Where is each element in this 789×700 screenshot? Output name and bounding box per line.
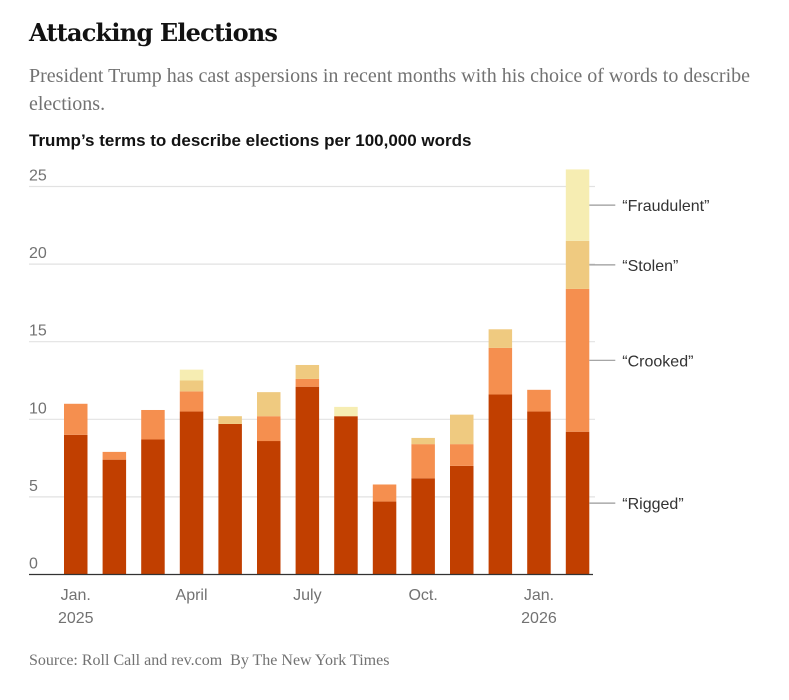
bar-segment-rigged (334, 416, 358, 575)
bar-segment-crooked (565, 288, 590, 432)
bar-stack (179, 369, 204, 575)
legend-label: “Rigged” (622, 496, 683, 513)
bar-segment-rigged (295, 386, 320, 575)
bar-stack (411, 437, 435, 575)
bar-stack (527, 389, 551, 575)
bar-stack (565, 169, 590, 575)
source-note: Source: Roll Call and rev.com By The New … (29, 652, 397, 670)
bar-segment-rigged (372, 501, 397, 575)
bar-segment-crooked (411, 444, 435, 479)
y-tick-label: 0 (29, 556, 38, 573)
bar-stack (141, 409, 165, 575)
x-tick-label: Jan. (61, 587, 91, 604)
bar-stack (102, 451, 127, 575)
bar-segment-rigged (488, 394, 513, 575)
y-tick-label: 5 (29, 478, 38, 495)
bar-segment-stolen (488, 329, 513, 348)
legend-label: “Crooked” (622, 353, 693, 370)
bar-segment-rigged (450, 465, 474, 575)
bar-segment-rigged (411, 478, 435, 575)
bar-segment-crooked (295, 378, 320, 387)
bar-segment-crooked (64, 403, 88, 435)
bar-segment-crooked (257, 416, 281, 442)
bar-stack (218, 416, 242, 575)
bar-segment-stolen (179, 380, 204, 392)
bar-segment-fraudulent (179, 369, 204, 381)
bar-stack (334, 406, 358, 575)
legend-label: “Fraudulent” (622, 198, 709, 215)
byline: By The New York Times (230, 652, 390, 669)
bar-segment-crooked (488, 347, 513, 395)
page-title: Attacking Elections (29, 18, 278, 47)
bar-stack (64, 403, 88, 575)
bar-segment-crooked (527, 389, 551, 412)
y-tick-label: 10 (29, 400, 47, 417)
bar-segment-fraudulent (565, 169, 590, 241)
bar-stack (295, 364, 320, 575)
bar-stack (257, 392, 281, 575)
bar-segment-stolen (565, 240, 590, 289)
y-tick-label: 25 (29, 168, 47, 185)
legend-label: “Stolen” (622, 258, 678, 275)
bar-segment-crooked (141, 409, 165, 440)
bar-stack (488, 329, 513, 575)
bar-segment-rigged (257, 441, 281, 575)
bar-segment-fraudulent (334, 406, 358, 417)
bar-segment-stolen (218, 416, 242, 424)
bar-segment-crooked (372, 484, 397, 502)
bar-segment-stolen (411, 437, 435, 445)
bar-segment-rigged (218, 423, 242, 575)
source-text: Source: Roll Call and rev.com (29, 652, 223, 669)
bar-segment-crooked (450, 444, 474, 466)
bar-segment-stolen (450, 414, 474, 445)
x-tick-label: July (293, 587, 321, 604)
bar-segment-crooked (102, 451, 127, 460)
y-tick-label: 20 (29, 245, 47, 262)
bar-segment-rigged (527, 411, 551, 575)
bar-segment-stolen (257, 392, 281, 417)
chart-title: Trump’s terms to describe elections per … (29, 131, 472, 150)
bar-segment-rigged (102, 459, 127, 575)
bar-segment-rigged (64, 434, 88, 575)
y-tick-label: 15 (29, 323, 47, 340)
x-tick-label: Jan. (524, 587, 554, 604)
x-tick-label: Oct. (408, 587, 437, 604)
bar-segment-rigged (141, 439, 165, 575)
bar-segment-rigged (179, 411, 204, 575)
bar-stack (372, 484, 397, 575)
page-subtitle: President Trump has cast aspersions in r… (29, 65, 750, 115)
bar-segment-crooked (179, 391, 204, 412)
bar-segment-stolen (295, 364, 320, 379)
x-tick-year: 2025 (58, 610, 94, 627)
x-tick-year: 2026 (521, 610, 557, 627)
x-tick-label: April (176, 587, 208, 604)
bar-segment-rigged (565, 431, 590, 575)
bar-stack (450, 414, 474, 575)
